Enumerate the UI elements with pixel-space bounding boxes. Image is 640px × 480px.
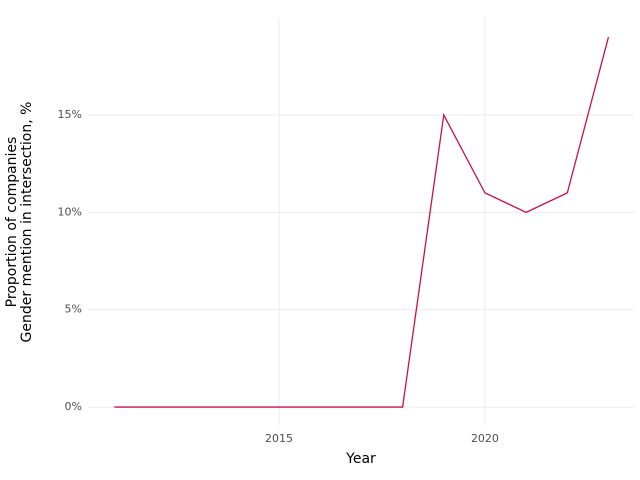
y-axis-title: Proportion of companies xyxy=(4,137,20,308)
y-tick-label: 15% xyxy=(58,108,82,121)
data-line xyxy=(114,36,610,408)
y-axis-title: Gender mention in intersection, % xyxy=(19,102,35,343)
x-axis-title: Year xyxy=(345,451,376,467)
x-tick-label: 2020 xyxy=(471,432,499,445)
x-tick-label: 2015 xyxy=(265,432,293,445)
y-tick-label: 5% xyxy=(65,303,82,316)
y-tick-label: 10% xyxy=(58,205,82,218)
y-tick-label: 0% xyxy=(65,400,82,413)
